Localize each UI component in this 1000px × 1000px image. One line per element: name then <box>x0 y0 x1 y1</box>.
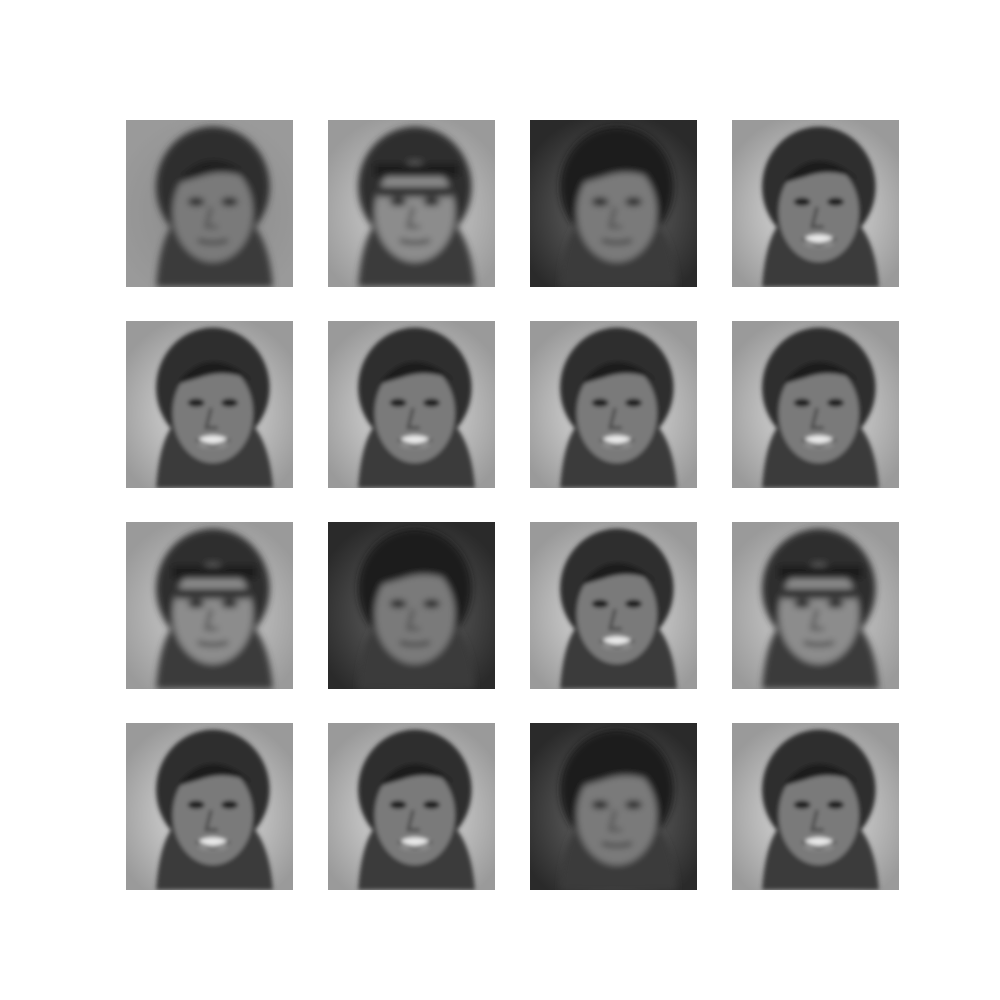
face-sample-image <box>732 522 899 689</box>
face-sample-image <box>732 723 899 890</box>
face-sample-image <box>126 120 293 287</box>
face-sample-image <box>530 120 697 287</box>
face-sample-image <box>732 120 899 287</box>
face-sample-image <box>328 120 495 287</box>
face-sample-image <box>328 321 495 488</box>
face-sample-image <box>530 321 697 488</box>
face-sample-image <box>126 522 293 689</box>
face-sample-image <box>328 522 495 689</box>
face-sample-image <box>328 723 495 890</box>
face-sample-image <box>530 723 697 890</box>
face-sample-image <box>732 321 899 488</box>
face-sample-image <box>530 522 697 689</box>
face-sample-image <box>126 321 293 488</box>
face-sample-image <box>126 723 293 890</box>
